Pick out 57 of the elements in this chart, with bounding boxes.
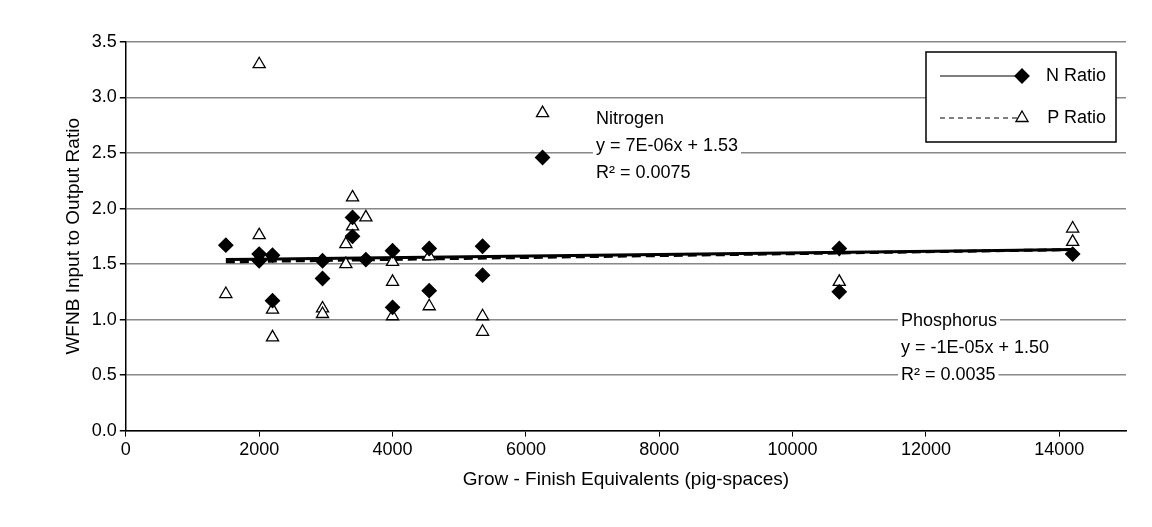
y-tick-label: 2.5 xyxy=(91,142,117,162)
point xyxy=(831,284,847,300)
point xyxy=(421,283,437,299)
point xyxy=(314,253,331,269)
y-axis-title: WFNB Input to Output Ratio xyxy=(61,118,83,355)
x-tick-label: 2000 xyxy=(239,439,280,460)
point xyxy=(252,227,266,240)
point xyxy=(421,240,437,257)
x-tick-label: 8000 xyxy=(639,439,680,460)
point xyxy=(252,56,266,69)
point xyxy=(339,236,353,249)
point xyxy=(832,274,846,286)
point xyxy=(831,240,847,257)
x-tick-label: 0 xyxy=(120,439,131,460)
point xyxy=(344,209,361,226)
point xyxy=(384,299,401,316)
y-tick-label: 2.0 xyxy=(91,197,117,218)
legend-label: P Ratio xyxy=(1047,106,1106,127)
legend-label: N Ratio xyxy=(1045,64,1106,85)
point xyxy=(1065,234,1080,246)
point xyxy=(358,251,374,268)
y-tick-label: 1.0 xyxy=(91,308,117,329)
y-tick-label: 0.0 xyxy=(91,419,117,440)
x-axis-title: Grow - Finish Equivalents (pig-spaces) xyxy=(462,467,790,489)
point xyxy=(1065,220,1080,233)
y-tick-label: 1.5 xyxy=(91,253,117,274)
point xyxy=(385,274,400,286)
x-tick-label: 14000 xyxy=(1034,439,1085,460)
point xyxy=(475,324,490,336)
y-tick-label: 3.5 xyxy=(91,30,117,51)
point xyxy=(339,256,353,269)
point xyxy=(384,243,401,259)
point xyxy=(218,237,234,253)
x-tick-label: 6000 xyxy=(505,439,546,460)
y-tick-label: 0.5 xyxy=(91,364,117,385)
point xyxy=(314,270,331,287)
annotation: Nitrogen y = 7E-06x + 1.53 R² = 0.0075 xyxy=(595,108,738,183)
x-tick-label: 10000 xyxy=(767,439,818,460)
point xyxy=(474,238,491,254)
point xyxy=(475,308,490,321)
point xyxy=(535,105,550,118)
point xyxy=(344,228,361,244)
x-tick-label: 12000 xyxy=(900,439,951,460)
x-tick-label: 4000 xyxy=(372,439,413,460)
point xyxy=(264,293,281,309)
point xyxy=(1065,246,1081,262)
point xyxy=(265,329,280,342)
point xyxy=(345,189,360,202)
y-tick-label: 3.0 xyxy=(91,86,117,107)
point xyxy=(474,267,491,283)
point xyxy=(534,149,551,166)
point xyxy=(264,247,281,263)
point xyxy=(219,286,233,299)
point xyxy=(422,298,436,311)
point xyxy=(315,306,330,319)
point xyxy=(359,209,373,222)
annotation: Phosphorus y = -1E-05x + 1.50 R² = 0.0035 xyxy=(900,310,1050,385)
